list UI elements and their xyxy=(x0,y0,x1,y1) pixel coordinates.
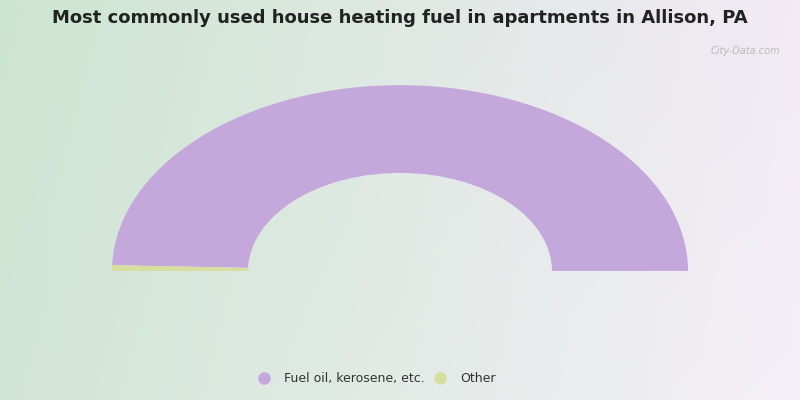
Wedge shape xyxy=(112,265,248,271)
Text: Other: Other xyxy=(460,372,495,385)
Text: City-Data.com: City-Data.com xyxy=(710,46,780,56)
Text: Fuel oil, kerosene, etc.: Fuel oil, kerosene, etc. xyxy=(284,372,425,385)
Wedge shape xyxy=(112,85,688,271)
Text: Most commonly used house heating fuel in apartments in Allison, PA: Most commonly used house heating fuel in… xyxy=(52,9,748,27)
